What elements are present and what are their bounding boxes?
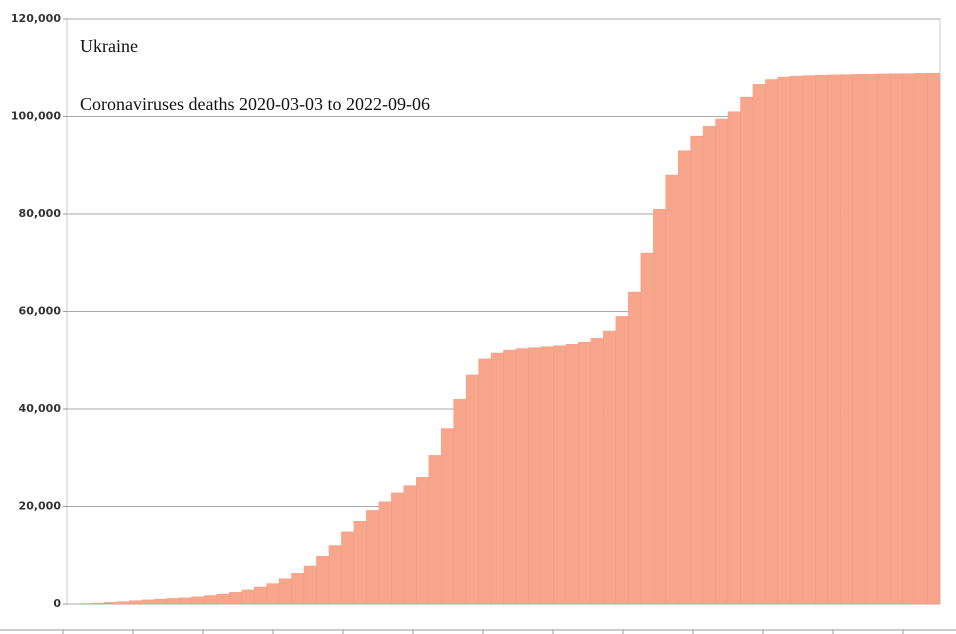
- chart-title: Ukraine: [80, 36, 138, 56]
- y-tick-label: 80,000: [19, 207, 62, 220]
- bar: [665, 174, 679, 605]
- bar: [603, 330, 616, 605]
- y-tick-label: 60,000: [19, 305, 62, 318]
- bar: [865, 73, 878, 605]
- bar: [777, 76, 791, 605]
- bar: [840, 74, 853, 605]
- bar: [428, 455, 442, 605]
- y-tick-label: 20,000: [19, 500, 62, 513]
- bar: [490, 352, 504, 605]
- bar: [391, 492, 404, 605]
- bar: [154, 598, 167, 605]
- bar: [104, 602, 118, 605]
- bar: [615, 316, 629, 605]
- bar: [241, 589, 255, 605]
- bar: [740, 96, 754, 605]
- bar: [478, 358, 492, 605]
- bar: [328, 545, 342, 605]
- bar: [378, 501, 392, 605]
- bar: [515, 348, 529, 605]
- bar: [540, 346, 554, 605]
- bar: [141, 599, 155, 605]
- bar: [914, 73, 928, 605]
- bar: [815, 74, 828, 605]
- bar: [802, 75, 816, 605]
- y-tick-label: 0: [53, 597, 61, 610]
- y-tick-label: 100,000: [11, 110, 61, 123]
- bar: [191, 596, 205, 605]
- bar: [440, 428, 454, 605]
- bar: [877, 73, 891, 605]
- bar: [565, 344, 579, 605]
- bar: [216, 593, 230, 605]
- bar: [291, 573, 305, 605]
- bar: [179, 597, 192, 605]
- bar: [353, 520, 367, 605]
- bar: [790, 75, 803, 605]
- bar: [129, 600, 142, 605]
- bar: [503, 349, 517, 605]
- bar: [465, 374, 479, 605]
- bar: [91, 602, 105, 605]
- bar: [166, 598, 180, 605]
- bar: [677, 150, 691, 605]
- bar: [303, 565, 317, 605]
- bar: [902, 73, 916, 605]
- bar: [278, 578, 292, 605]
- bar: [702, 126, 716, 605]
- x-axis-ticks: [62, 630, 904, 634]
- bar: [653, 208, 666, 605]
- y-tick-label: 120,000: [11, 12, 61, 25]
- bar: [528, 347, 542, 605]
- bar: [827, 74, 841, 605]
- bar: [204, 595, 217, 605]
- y-tick-label: 40,000: [19, 402, 62, 415]
- bar: [228, 592, 242, 605]
- bar: [116, 601, 130, 605]
- bar: [366, 510, 379, 605]
- bar: [927, 72, 941, 605]
- y-axis: 0 20,000 40,000 60,000 80,000 100,000 120,000: [11, 12, 67, 610]
- bar: [889, 73, 903, 605]
- bar: [253, 586, 267, 605]
- bar: [341, 531, 354, 605]
- bar: [453, 399, 467, 605]
- bar: [590, 338, 604, 605]
- bars: [79, 72, 941, 605]
- bar: [690, 135, 704, 605]
- bar: [640, 252, 654, 605]
- bar: [715, 118, 729, 605]
- bar: [727, 111, 741, 605]
- chart-subtitle: Coronaviruses deaths 2020-03-03 to 2022-…: [80, 94, 430, 114]
- bar: [752, 84, 766, 605]
- bar: [852, 74, 866, 605]
- bar: [628, 291, 641, 605]
- bar: [403, 485, 417, 605]
- bar: [765, 79, 779, 605]
- bar: [316, 556, 330, 605]
- bar: [416, 477, 429, 605]
- bar: [578, 342, 591, 605]
- bar: [266, 583, 280, 605]
- bar: [553, 345, 567, 605]
